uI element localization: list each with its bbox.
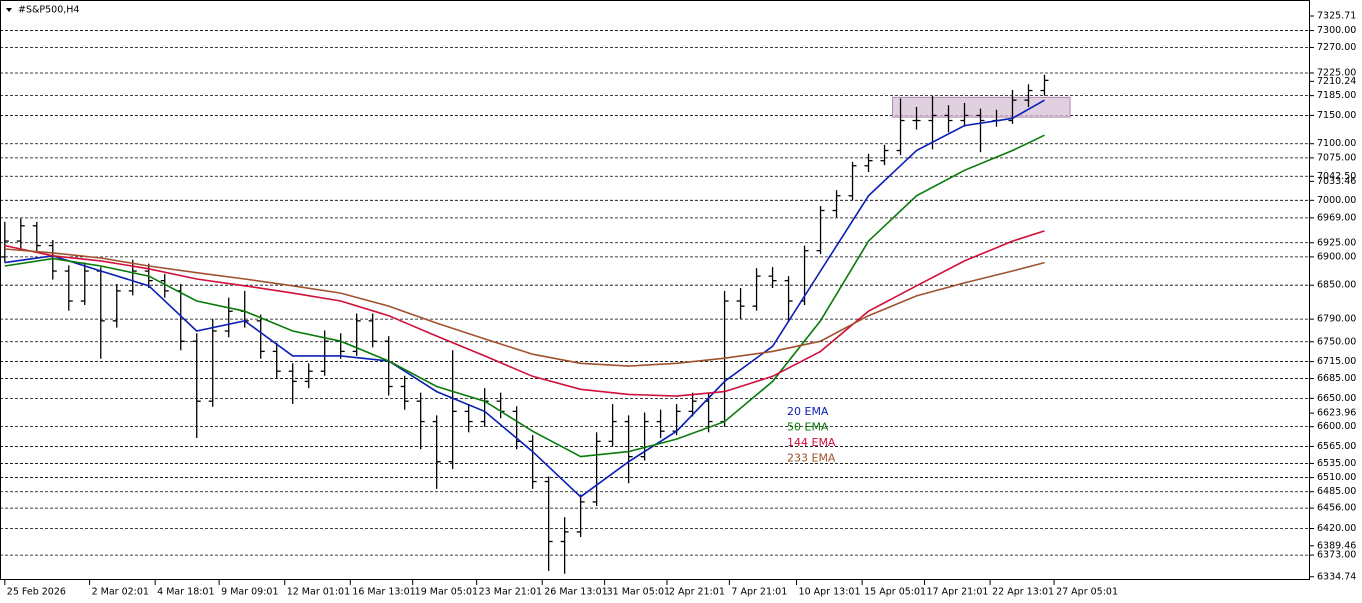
x-tick-label: 9 Mar 09:01 bbox=[221, 587, 278, 598]
level-label: 6510.00 bbox=[1317, 472, 1356, 483]
ema-line bbox=[4, 230, 1045, 397]
x-tick-label: 10 Apr 13:01 bbox=[799, 587, 861, 598]
level-label: 6650.00 bbox=[1317, 393, 1356, 404]
menu-arrow bbox=[6, 8, 12, 12]
ema-line bbox=[4, 248, 1045, 367]
x-tick-label: 22 Apr 13:01 bbox=[992, 587, 1054, 598]
ema-line bbox=[4, 99, 1045, 498]
legend-entry: 20 EMA bbox=[787, 405, 829, 418]
x-tick-label: 2 Mar 02:01 bbox=[92, 587, 149, 598]
level-label: 7225.00 bbox=[1317, 67, 1356, 78]
chart-title: #S&P500,H4 bbox=[18, 5, 79, 16]
level-label: 7000.00 bbox=[1317, 195, 1356, 206]
level-label: 7270.00 bbox=[1317, 42, 1356, 53]
last-price-label: 7210.24 bbox=[1317, 76, 1356, 87]
y-tick-label: 6389.46 bbox=[1317, 540, 1356, 551]
level-label: 6456.00 bbox=[1317, 503, 1356, 514]
level-label: 6925.00 bbox=[1317, 237, 1356, 248]
x-tick-label: 4 Mar 18:01 bbox=[157, 587, 214, 598]
level-label: 7185.00 bbox=[1317, 90, 1356, 101]
level-label: 6420.00 bbox=[1317, 523, 1356, 534]
level-label: 6485.00 bbox=[1317, 486, 1356, 497]
x-tick-label: 31 Mar 05:01 bbox=[607, 587, 670, 598]
zone bbox=[892, 96, 1071, 118]
x-tick-label: 16 Mar 13:01 bbox=[352, 587, 415, 598]
y-tick-label: 7325.71 bbox=[1317, 11, 1356, 22]
level-label: 7150.00 bbox=[1317, 110, 1356, 121]
x-tick-label: 2 Apr 21:01 bbox=[669, 587, 725, 598]
plot-frame bbox=[0, 0, 1310, 580]
x-tick-label: 17 Apr 21:01 bbox=[927, 587, 989, 598]
y-tick-label: 6623.96 bbox=[1317, 408, 1356, 419]
legend-entry: 144 EMA bbox=[787, 436, 836, 449]
level-label: 6900.00 bbox=[1317, 251, 1356, 262]
level-label: 6685.00 bbox=[1317, 373, 1356, 384]
level-label: 6850.00 bbox=[1317, 280, 1356, 291]
x-tick-label: 19 Mar 05:01 bbox=[415, 587, 478, 598]
level-label: 6373.00 bbox=[1317, 550, 1356, 561]
legend-entry: 233 EMA bbox=[787, 452, 836, 465]
level-label: 7075.00 bbox=[1317, 152, 1356, 163]
y-tick-label: 6334.74 bbox=[1317, 571, 1356, 582]
level-label: 6790.00 bbox=[1317, 314, 1356, 325]
x-tick-label: 7 Apr 21:01 bbox=[731, 587, 787, 598]
x-tick-label: 27 Apr 05:01 bbox=[1056, 587, 1118, 598]
x-tick-label: 23 Mar 21:01 bbox=[479, 587, 542, 598]
level-label: 6535.00 bbox=[1317, 458, 1356, 469]
level-label: 6750.00 bbox=[1317, 336, 1356, 347]
x-tick-label: 12 Mar 01:01 bbox=[287, 587, 350, 598]
level-label: 6715.00 bbox=[1317, 356, 1356, 367]
level-label: 7042.50 bbox=[1317, 171, 1356, 182]
y-tick-label: 7033.46 bbox=[1317, 176, 1356, 187]
level-label: 7300.00 bbox=[1317, 25, 1356, 36]
level-label: 6969.00 bbox=[1317, 212, 1356, 223]
level-label: 6565.00 bbox=[1317, 441, 1356, 452]
level-label: 7100.00 bbox=[1317, 138, 1356, 149]
x-tick-label: 15 Apr 05:01 bbox=[864, 587, 926, 598]
ema-line bbox=[4, 134, 1045, 458]
x-tick-label: 26 Mar 13:01 bbox=[544, 587, 607, 598]
x-tick-label: 25 Feb 2026 bbox=[7, 587, 66, 598]
level-label: 6600.00 bbox=[1317, 421, 1356, 432]
legend-entry: 50 EMA bbox=[787, 421, 829, 434]
